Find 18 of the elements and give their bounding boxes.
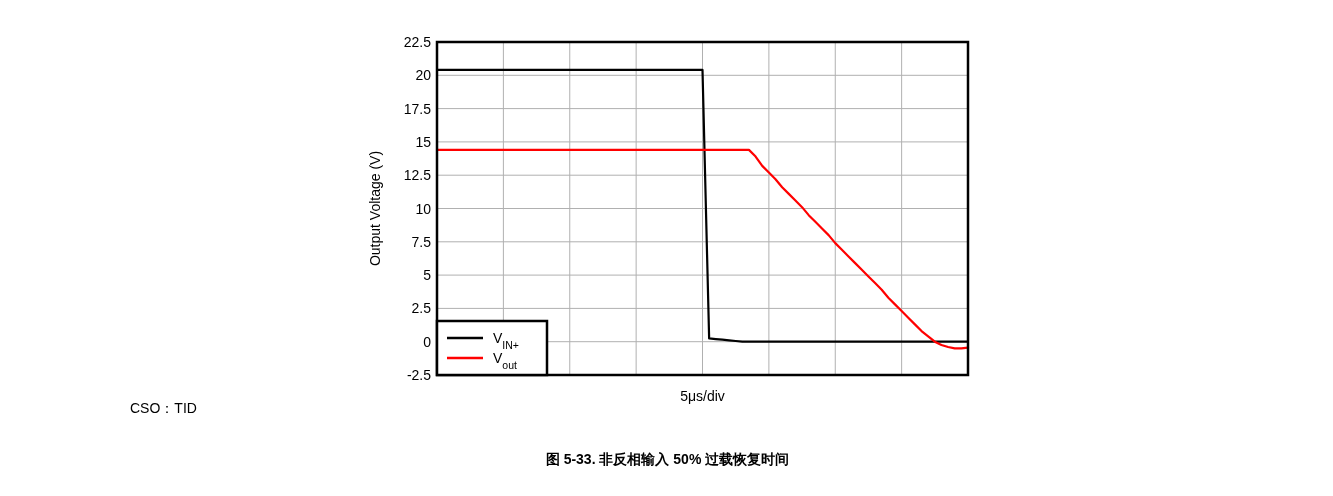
- x-axis-title: 5μs/div: [680, 388, 725, 404]
- y-tick-label: 0: [423, 333, 432, 350]
- y-tick-label: 12.5: [403, 167, 432, 184]
- y-axis-title: Output Voltage (V): [367, 150, 383, 267]
- y-tick-label: 15: [415, 133, 432, 150]
- text: 图 5-33. 非反相输入 50% 过载恢复时间: [545, 451, 790, 467]
- y-tick-label: 17.5: [403, 100, 432, 117]
- y-tick-label: 22.5: [403, 34, 432, 50]
- legend-label: V$_{IN+}$: [493, 330, 519, 351]
- y-tick-label: -2.5: [406, 367, 432, 383]
- y-tick-label: 20: [415, 67, 432, 84]
- y-tick-label: 7.5: [411, 233, 432, 250]
- y-tick-label: 2.5: [411, 300, 432, 317]
- text: CSO：TID: [130, 400, 197, 416]
- y-tick-label: 5: [423, 267, 432, 284]
- line-series: [435, 148, 970, 350]
- y-tick-label: 10: [415, 200, 432, 217]
- legend-label: V$_{out}$: [493, 350, 518, 371]
